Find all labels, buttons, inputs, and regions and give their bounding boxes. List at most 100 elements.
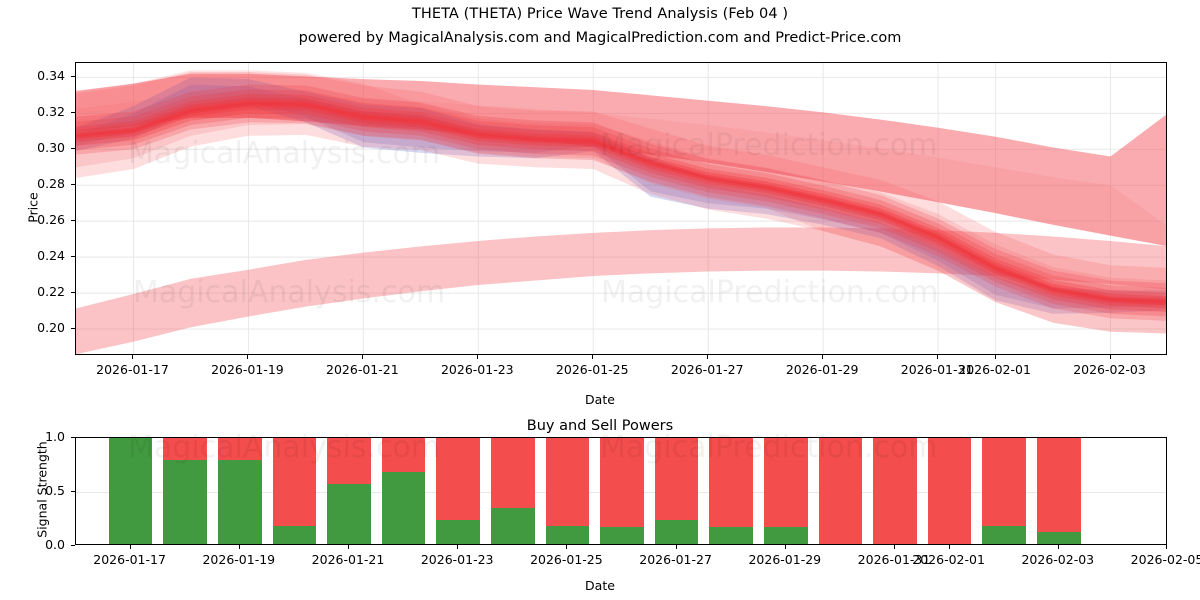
sell-power-segment bbox=[381, 438, 426, 472]
buy-power-segment bbox=[327, 483, 371, 544]
buy-power-segment bbox=[490, 508, 535, 544]
price-y-tick-label: 0.22 bbox=[37, 284, 65, 300]
power-bar[interactable] bbox=[381, 438, 426, 544]
sell-power-segment bbox=[163, 438, 208, 460]
price-x-tick-label: 2026-02-03 bbox=[1073, 362, 1146, 377]
sell-power-segment bbox=[982, 438, 1027, 526]
powers-x-tick-label: 2026-02-05 bbox=[1130, 552, 1200, 567]
power-bar[interactable] bbox=[327, 438, 371, 544]
powers-x-tick-label: 2026-01-29 bbox=[748, 552, 822, 567]
price-y-tick-mark bbox=[71, 148, 75, 150]
power-bar[interactable] bbox=[490, 438, 535, 544]
sell-power-segment bbox=[436, 438, 481, 521]
price-y-tick-label: 0.30 bbox=[37, 140, 65, 156]
sell-power-segment bbox=[763, 438, 808, 527]
buy-power-segment bbox=[163, 459, 208, 544]
page-title: THETA (THETA) Price Wave Trend Analysis … bbox=[411, 6, 789, 22]
price-y-tick-mark bbox=[71, 292, 75, 294]
powers-y-tick-label: 1.0 bbox=[45, 429, 65, 444]
price-y-tick-label: 0.20 bbox=[37, 320, 65, 336]
sell-power-segment bbox=[873, 438, 917, 544]
power-bar[interactable] bbox=[763, 438, 808, 544]
price-x-tick-mark bbox=[132, 355, 134, 359]
powers-x-tick-mark bbox=[457, 545, 459, 549]
price-x-tick-mark bbox=[477, 355, 479, 359]
price-y-tick-mark bbox=[71, 256, 75, 258]
price-x-tick-mark bbox=[822, 355, 824, 359]
sell-power-segment bbox=[709, 438, 754, 527]
price-x-tick-label: 2026-01-19 bbox=[211, 362, 284, 377]
power-bar[interactable] bbox=[545, 438, 590, 544]
price-x-tick-mark bbox=[247, 355, 249, 359]
powers-y-tick-mark bbox=[71, 491, 75, 492]
powers-x-tick-mark bbox=[894, 545, 895, 549]
powers-x-tick-mark bbox=[1057, 545, 1059, 549]
power-bar[interactable] bbox=[982, 438, 1027, 544]
power-bar[interactable] bbox=[873, 438, 917, 544]
powers-x-tick-label: 2026-01-17 bbox=[93, 552, 166, 567]
powers-x-tick-label: 2026-01-25 bbox=[530, 552, 603, 567]
price-x-tick-label: 2026-01-31 bbox=[900, 362, 974, 377]
price-x-tick-mark bbox=[1109, 355, 1111, 359]
price-x-tick-mark bbox=[994, 355, 996, 359]
power-bar[interactable] bbox=[818, 438, 863, 544]
sell-power-segment bbox=[1036, 438, 1081, 533]
price-y-tick-label: 0.24 bbox=[37, 248, 65, 264]
buy-power-segment bbox=[654, 520, 699, 544]
buy-power-segment bbox=[1036, 532, 1081, 544]
powers-x-tick-mark bbox=[948, 545, 950, 549]
price-x-tick-label: 2026-02-01 bbox=[958, 362, 1031, 377]
power-bar[interactable] bbox=[272, 438, 317, 544]
powers-x-tick-mark bbox=[1166, 545, 1167, 549]
buy-power-segment bbox=[272, 525, 317, 544]
power-bar[interactable] bbox=[163, 438, 208, 544]
buy-power-segment bbox=[763, 526, 808, 544]
sell-power-segment bbox=[654, 438, 699, 521]
powers-x-tick-mark bbox=[348, 545, 349, 549]
powers-y-tick-mark bbox=[71, 545, 75, 546]
price-y-tick-label: 0.28 bbox=[37, 176, 65, 192]
price-x-tick-label: 2026-01-23 bbox=[440, 362, 514, 377]
price-wave-bands bbox=[76, 63, 1166, 354]
price-x-tick-label: 2026-01-25 bbox=[555, 362, 629, 377]
power-bar[interactable] bbox=[927, 438, 972, 544]
powers-x-tick-mark bbox=[129, 545, 131, 549]
sell-power-segment bbox=[927, 438, 972, 544]
powers-chart-plot-area bbox=[75, 437, 1167, 545]
powers-x-tick-label: 2026-01-23 bbox=[420, 552, 494, 567]
power-bar[interactable] bbox=[108, 438, 153, 544]
power-bar[interactable] bbox=[436, 438, 481, 544]
price-x-axis-label: Date bbox=[585, 392, 615, 407]
powers-x-tick-mark bbox=[784, 545, 786, 549]
buy-power-segment bbox=[217, 459, 262, 544]
price-y-tick-mark bbox=[71, 184, 75, 186]
powers-y-axis-label: Signal Strength bbox=[34, 441, 50, 538]
price-x-tick-label: 2026-01-21 bbox=[326, 362, 399, 377]
powers-x-tick-label: 2026-01-21 bbox=[311, 552, 385, 567]
page-subtitle: powered by MagicalAnalysis.com and Magic… bbox=[298, 30, 902, 46]
price-y-tick-label: 0.34 bbox=[37, 68, 65, 84]
power-bar[interactable] bbox=[654, 438, 699, 544]
power-bar[interactable] bbox=[1036, 438, 1081, 544]
powers-x-tick-label: 2026-01-19 bbox=[202, 552, 276, 567]
sell-power-segment bbox=[327, 438, 371, 484]
power-bar[interactable] bbox=[709, 438, 754, 544]
price-y-tick-mark bbox=[71, 76, 75, 78]
power-bar[interactable] bbox=[600, 438, 644, 544]
buy-power-segment bbox=[709, 526, 754, 544]
powers-bars-layer bbox=[76, 438, 1166, 544]
powers-y-tick-label: 0.5 bbox=[45, 483, 65, 498]
buy-power-segment bbox=[545, 525, 590, 544]
price-x-tick-label: 2026-01-17 bbox=[96, 362, 169, 377]
price-y-tick-mark bbox=[71, 112, 75, 114]
price-y-axis-label: Price bbox=[25, 192, 41, 223]
power-bar[interactable] bbox=[217, 438, 262, 544]
buy-power-segment bbox=[982, 525, 1027, 544]
price-x-tick-mark bbox=[937, 355, 939, 359]
sell-power-segment bbox=[545, 438, 590, 526]
powers-y-tick-mark bbox=[71, 437, 75, 438]
price-x-tick-label: 2026-01-29 bbox=[785, 362, 859, 377]
sell-power-segment bbox=[217, 438, 262, 460]
sell-power-segment bbox=[818, 438, 863, 544]
powers-chart-title: Buy and Sell Powers bbox=[526, 418, 674, 434]
